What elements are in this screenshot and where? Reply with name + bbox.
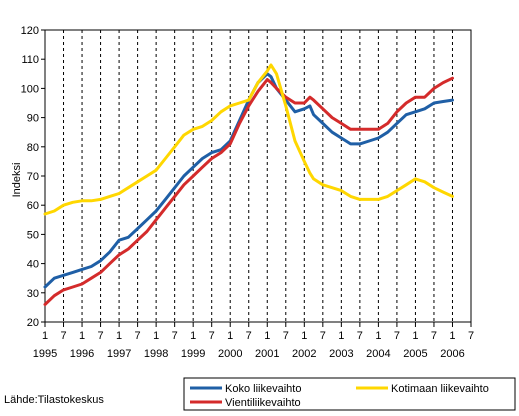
x-year-label: 1999: [181, 348, 205, 360]
y-tick-label: 100: [21, 83, 39, 95]
y-tick-label: 60: [27, 200, 39, 212]
x-year-label: 2003: [329, 348, 353, 360]
x-year-label: 1998: [144, 348, 168, 360]
x-year-label: 2006: [440, 348, 464, 360]
source-note: Lähde:Tilastokeskus: [4, 394, 104, 406]
x-tick-label: 7: [283, 330, 289, 342]
y-tick-label: 20: [27, 317, 39, 329]
x-tick-label: 1: [153, 330, 159, 342]
x-tick-label: 1: [412, 330, 418, 342]
x-tick-label: 7: [60, 330, 66, 342]
x-tick-label: 7: [246, 330, 252, 342]
x-year-label: 2002: [292, 348, 316, 360]
x-tick-label: 7: [468, 330, 474, 342]
x-tick-label: 1: [264, 330, 270, 342]
x-tick-label: 1: [375, 330, 381, 342]
x-tick-label: 7: [98, 330, 104, 342]
x-year-label: 1995: [33, 348, 57, 360]
y-tick-label: 110: [21, 54, 39, 66]
x-tick-label: 7: [209, 330, 215, 342]
x-tick-label: 7: [357, 330, 363, 342]
x-tick-label: 7: [320, 330, 326, 342]
legend: Koko liikevaihto Vientiliikevaihto Kotimaa…: [183, 377, 516, 411]
y-axis: 20 30 40 50 60 70 80 90 100 110 120: [21, 25, 45, 329]
legend-label: Vientiliikevaihto: [225, 397, 301, 409]
x-tick-label: 1: [79, 330, 85, 342]
x-tick-label: 1: [116, 330, 122, 342]
x-year-label: 2000: [218, 348, 242, 360]
x-tick-label: 7: [172, 330, 178, 342]
x-tick-label: 1: [301, 330, 307, 342]
legend-box: [183, 377, 516, 411]
x-year-label: 1996: [70, 348, 94, 360]
x-year-label: 2004: [366, 348, 390, 360]
x-tick-label: 7: [431, 330, 437, 342]
series-line: [43, 63, 454, 216]
plot-area: [44, 29, 472, 323]
x-tick-label: 7: [394, 330, 400, 342]
series-lines: [43, 63, 454, 306]
legend-label: Kotimaan liikevaihto: [391, 383, 489, 395]
y-tick-label: 30: [27, 288, 39, 300]
y-tick-label: 40: [27, 259, 39, 271]
x-year-label: 2001: [255, 348, 279, 360]
x-tick-label: 1: [338, 330, 344, 342]
x-tick-label: 1: [42, 330, 48, 342]
x-tick-label: 7: [135, 330, 141, 342]
series-line: [43, 76, 454, 306]
y-tick-label: 120: [21, 25, 39, 37]
x-tick-label: 1: [227, 330, 233, 342]
x-tick-label: 1: [190, 330, 196, 342]
legend-label: Koko liikevaihto: [225, 383, 301, 395]
y-tick-label: 70: [27, 171, 39, 183]
x-year-label: 2005: [403, 348, 427, 360]
y-tick-label: 50: [27, 229, 39, 241]
x-tick-label: 1: [449, 330, 455, 342]
y-axis-label: Indeksi: [11, 163, 23, 198]
x-year-label: 1997: [107, 348, 131, 360]
y-tick-label: 90: [27, 113, 39, 125]
y-tick-label: 80: [27, 142, 39, 154]
